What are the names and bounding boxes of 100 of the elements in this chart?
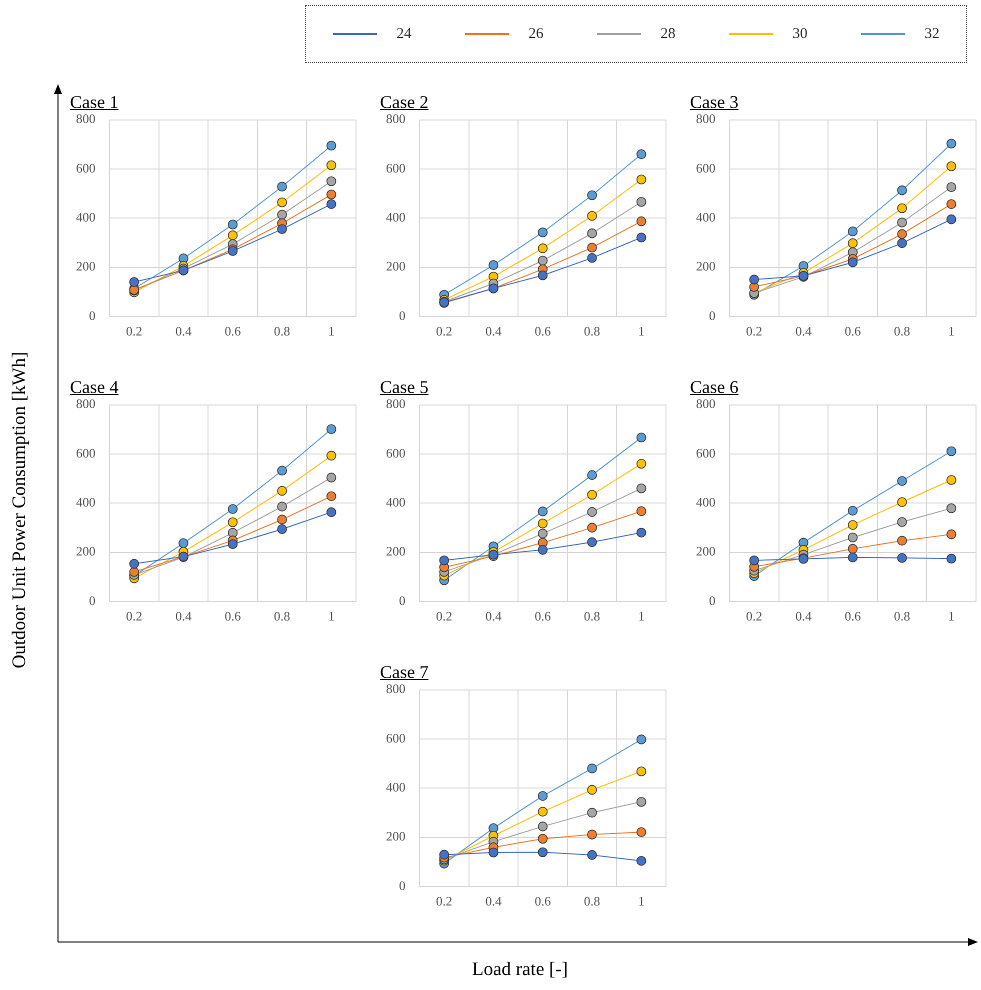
y-tick-label: 200 — [696, 258, 716, 274]
point — [848, 532, 858, 542]
x-tick-label: 0.4 — [795, 608, 812, 624]
point — [636, 216, 646, 226]
point — [636, 827, 646, 837]
point — [228, 539, 238, 550]
point — [277, 466, 287, 476]
point — [636, 232, 646, 242]
point — [946, 161, 956, 172]
point — [749, 555, 760, 566]
point — [946, 138, 956, 149]
point — [946, 199, 956, 209]
chart-title: Case 6 — [690, 377, 742, 398]
point — [848, 238, 858, 248]
point — [277, 486, 287, 496]
y-tick-label: 0 — [89, 592, 96, 608]
y-tick-label: 400 — [696, 210, 716, 225]
y-tick-label: 600 — [696, 160, 716, 176]
legend-label: 28 — [660, 26, 676, 42]
x-tick-label: 1 — [638, 894, 645, 909]
point — [326, 491, 336, 502]
chart-title: Case 4 — [70, 377, 122, 398]
point — [897, 185, 907, 196]
point — [488, 260, 498, 270]
point — [277, 182, 287, 192]
point — [848, 520, 858, 530]
point — [538, 834, 548, 844]
y-tick-label: 400 — [386, 780, 406, 795]
x-tick-label: 0.6 — [534, 608, 552, 624]
point — [587, 850, 597, 860]
y-axis-title: Outdoor Unit Power Consumption [kWh] — [9, 352, 31, 668]
x-tick-label: 0.2 — [436, 894, 452, 909]
point — [439, 555, 450, 566]
point — [538, 256, 548, 266]
x-tick-label: 0.2 — [436, 324, 452, 339]
point — [946, 554, 956, 564]
x-tick-label: 0.2 — [126, 608, 142, 624]
point — [587, 808, 597, 818]
x-tick-label: 0.8 — [584, 324, 600, 339]
x-tick-label: 0.2 — [126, 324, 142, 339]
y-tick-label: 800 — [386, 111, 406, 126]
x-tick-label: 0.2 — [436, 608, 452, 624]
y-tick-label: 800 — [386, 681, 406, 696]
point — [636, 528, 646, 538]
x-tick-label: 0.4 — [485, 324, 502, 339]
x-tick-label: 0.4 — [485, 894, 502, 909]
point — [538, 791, 548, 801]
point — [538, 847, 548, 858]
point — [587, 522, 597, 533]
y-tick-label: 400 — [696, 494, 716, 510]
point — [636, 506, 646, 516]
point — [326, 160, 336, 170]
y-tick-label: 600 — [76, 445, 96, 460]
point — [277, 224, 287, 234]
point — [538, 506, 548, 516]
x-tick-label: 0.8 — [894, 608, 910, 624]
point — [946, 503, 956, 514]
x-tick-label: 0.4 — [175, 608, 192, 624]
y-tick-label: 800 — [76, 111, 96, 126]
point — [848, 544, 858, 554]
x-tick-label: 1 — [638, 608, 645, 624]
point — [897, 497, 907, 508]
y-tick-label: 200 — [386, 828, 406, 844]
x-tick-label: 0.8 — [584, 608, 600, 624]
point — [636, 174, 646, 184]
y-tick-label: 800 — [386, 396, 406, 412]
y-tick-label: 600 — [386, 730, 406, 746]
x-tick-label: 1 — [948, 608, 955, 624]
y-tick-label: 400 — [386, 494, 406, 510]
point — [228, 504, 238, 514]
point — [587, 242, 597, 252]
point — [897, 218, 907, 228]
point — [587, 190, 597, 200]
point — [897, 238, 907, 248]
point — [897, 229, 907, 239]
y-tick-label: 0 — [399, 592, 406, 608]
x-tick-label: 1 — [948, 324, 955, 339]
legend-label: 26 — [528, 26, 544, 42]
y-tick-label: 600 — [696, 445, 716, 460]
point — [228, 230, 238, 240]
chart-title: Case 2 — [380, 92, 432, 113]
y-tick-label: 200 — [696, 544, 716, 559]
legend-label: 32 — [924, 26, 940, 42]
point — [946, 529, 956, 540]
point — [749, 274, 760, 284]
point — [587, 253, 597, 263]
x-tick-label: 0.8 — [584, 894, 600, 909]
x-axis-title: Load rate [-] — [472, 959, 568, 981]
y-tick-label: 400 — [76, 210, 96, 225]
x-tick-label: 0.4 — [485, 608, 502, 624]
point — [538, 528, 548, 538]
y-tick-label: 0 — [709, 308, 716, 323]
legend-label: 24 — [396, 26, 412, 42]
point — [129, 567, 140, 577]
point — [636, 734, 646, 744]
y-tick-label: 600 — [76, 160, 96, 176]
point — [538, 270, 548, 280]
point — [439, 850, 450, 860]
x-tick-label: 0.6 — [534, 894, 552, 909]
point — [538, 822, 548, 832]
